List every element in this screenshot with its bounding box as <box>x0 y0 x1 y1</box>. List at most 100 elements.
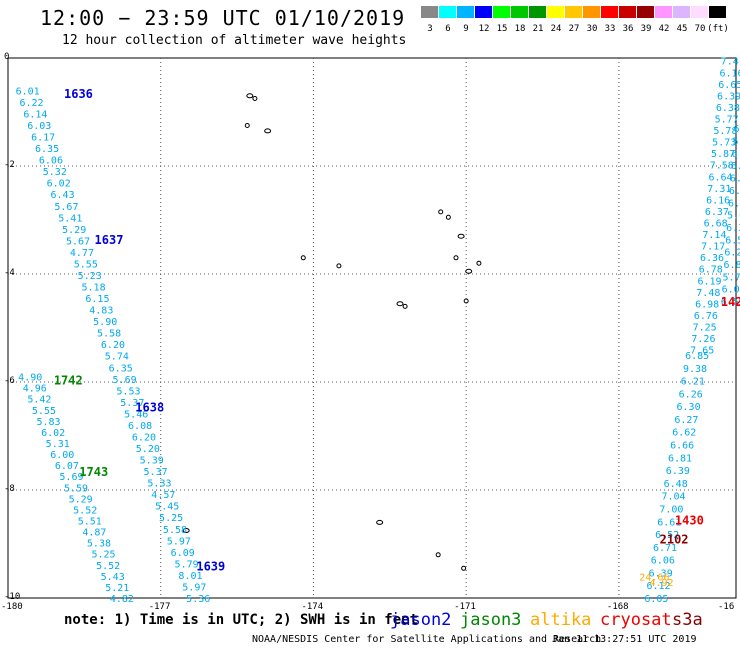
swh-value: 5.51 <box>78 517 102 528</box>
island <box>453 255 459 261</box>
swh-value: 6.08 <box>128 421 152 432</box>
colorbar-swatch <box>475 6 492 18</box>
swh-value: 5.31 <box>46 439 70 450</box>
swh-value: 5.73 <box>712 138 736 149</box>
island <box>463 298 469 304</box>
legend-s3a: s3a <box>672 610 703 630</box>
swh-value: 5.69 <box>59 472 83 483</box>
swh-value: 4.96 <box>23 384 47 395</box>
x-tick-label: -16 <box>718 602 735 612</box>
swh-value: 4.92 <box>649 578 673 589</box>
swh-value: 6.21 <box>681 377 705 388</box>
colorbar-label: 70 <box>695 24 706 34</box>
colorbar-label: 24 <box>551 24 562 34</box>
colorbar-label: 39 <box>641 24 652 34</box>
swh-value: 6.02 <box>732 149 740 160</box>
swh-value: 5.67 <box>54 202 78 213</box>
swh-value: 6.35 <box>35 144 59 155</box>
swh-value: 6.09 <box>171 548 195 559</box>
colorbar-swatch <box>619 6 636 18</box>
swh-value: 6.39 <box>717 91 740 102</box>
swh-value: 5.38 <box>87 539 111 550</box>
map-subtitle: 12 hour collection of altimeter wave hei… <box>62 33 407 48</box>
swh-value: 6.00 <box>50 450 74 461</box>
swh-value: 5.46 <box>124 409 148 420</box>
swh-value: 6.27 <box>674 415 698 426</box>
swh-value: 6.06 <box>651 556 675 567</box>
swh-value: 5.41 <box>58 213 82 224</box>
colorbar-label: 33 <box>605 24 616 34</box>
island <box>246 93 254 99</box>
swh-value: 5.20 <box>136 444 160 455</box>
island <box>438 209 444 215</box>
legend-altika: altika <box>530 610 592 630</box>
x-tick-label: -180 <box>1 602 23 612</box>
swh-value: 6.20 <box>132 432 156 443</box>
swh-value: 6.33 <box>731 161 740 172</box>
swh-value: 6.85 <box>723 260 740 271</box>
swh-value: 5.39 <box>140 456 164 467</box>
island <box>435 552 441 558</box>
swh-value: 5.59 <box>64 483 88 494</box>
swh-value: 7.26 <box>691 334 715 345</box>
legend-jason2: jason2 <box>390 610 452 630</box>
swh-value: 6.66 <box>670 441 694 452</box>
swh-value: 6.98 <box>695 299 719 310</box>
swh-value: 7.04 <box>662 492 686 503</box>
swh-value: 4.57 <box>151 490 175 501</box>
colorbar-label: 15 <box>497 24 508 34</box>
pass-number: 1636 <box>64 87 93 101</box>
swh-value: 6.19 <box>698 276 722 287</box>
swh-value: 6.01 <box>16 86 40 97</box>
swh-value: 5.33 <box>147 479 171 490</box>
colorbar-swatch <box>439 6 456 18</box>
colorbar-label: 42 <box>659 24 670 34</box>
swh-value: 6.15 <box>85 294 109 305</box>
x-tick-label: -177 <box>148 602 171 612</box>
swh-value: 6.07 <box>55 461 79 472</box>
swh-value: 6.81 <box>668 453 692 464</box>
swh-value: 5.69 <box>113 375 137 386</box>
colorbar-swatch <box>457 6 474 18</box>
credit-line: NOAA/NESDIS Center for Satellite Applica… <box>252 634 602 645</box>
island <box>264 128 272 134</box>
pass-number: 1430 <box>675 514 704 528</box>
swh-value: 8.01 <box>178 571 202 582</box>
swh-value: 5.18 <box>82 283 106 294</box>
swh-value: 7.41 <box>721 57 740 68</box>
island <box>476 260 482 266</box>
y-tick-label: -8 <box>4 484 15 494</box>
map-title: 12:00 − 23:59 UTC 01/10/2019 <box>40 6 406 30</box>
x-tick-label: -174 <box>301 602 324 612</box>
colorbar-label: 27 <box>569 24 580 34</box>
colorbar-label: 3 <box>427 24 432 34</box>
swh-value: 5.78 <box>713 126 737 137</box>
swh-value: 5.79 <box>723 272 740 283</box>
swh-value: 7.25 <box>693 322 717 333</box>
swh-value: 6.36 <box>700 253 724 264</box>
swh-value: 5.32 <box>43 167 67 178</box>
colorbar-swatch <box>601 6 618 18</box>
swh-value: 6.00 <box>733 124 740 135</box>
track-cryosat-1429-a: 7.416.166.656.396.385.775.785.735.877.58… <box>690 57 740 357</box>
swh-value: 5.58 <box>163 525 187 536</box>
swh-value: 6.55 <box>725 235 740 246</box>
colorbar-swatch <box>655 6 672 18</box>
swh-value: 6.52 <box>655 530 679 541</box>
generated-timestamp: Jan 11 13:27:51 UTC 2019 <box>552 634 697 645</box>
track-cryosat-1429-b: 6.00 5.846.026.33 6.216.126.17 5.656.316.55… <box>721 124 740 308</box>
swh-value: 5.23 <box>78 271 102 282</box>
island <box>300 255 306 261</box>
swh-value: 5.42 <box>27 395 51 406</box>
map-frame <box>7 57 737 599</box>
x-tick-label: -171 <box>454 602 476 612</box>
colorbar-swatch <box>673 6 690 18</box>
colorbar-swatch <box>691 6 708 18</box>
colorbar-label: 45 <box>677 24 688 34</box>
swh-value: 6.09 <box>722 285 740 296</box>
swh-value: 5.58 <box>97 329 121 340</box>
swh-value: 5.29 <box>62 225 86 236</box>
swh-value: 7.17 <box>701 242 725 253</box>
track-jason3-1742: 4.904.965.425.555.836.025.316.006.075.69… <box>18 373 134 605</box>
